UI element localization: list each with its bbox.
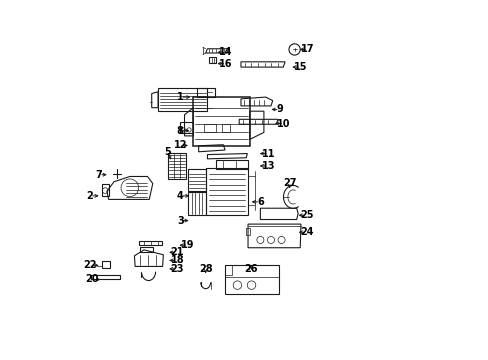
Text: 12: 12: [173, 140, 186, 150]
Text: 26: 26: [244, 264, 257, 274]
Text: 16: 16: [219, 59, 232, 68]
Text: 24: 24: [300, 227, 313, 237]
Text: 21: 21: [170, 247, 184, 257]
Text: 27: 27: [283, 178, 296, 188]
Text: 19: 19: [181, 240, 194, 250]
Text: 9: 9: [276, 104, 283, 114]
Text: 8: 8: [177, 126, 183, 136]
Text: 23: 23: [170, 264, 184, 274]
Text: 5: 5: [164, 147, 171, 157]
Text: 20: 20: [85, 274, 99, 284]
Text: 17: 17: [301, 45, 314, 54]
Text: 10: 10: [277, 118, 290, 129]
Text: 18: 18: [170, 256, 184, 265]
Text: 4: 4: [177, 191, 183, 201]
Text: 13: 13: [261, 161, 275, 171]
Text: 14: 14: [219, 47, 232, 57]
Text: 28: 28: [199, 264, 212, 274]
Text: 25: 25: [300, 210, 313, 220]
Text: 2: 2: [86, 191, 93, 201]
Text: 6: 6: [257, 197, 263, 207]
Text: 22: 22: [83, 260, 97, 270]
Text: 7: 7: [96, 170, 102, 180]
Text: 3: 3: [177, 216, 183, 226]
Text: 1: 1: [177, 92, 183, 102]
Text: 15: 15: [294, 62, 307, 72]
Text: 11: 11: [261, 149, 275, 158]
